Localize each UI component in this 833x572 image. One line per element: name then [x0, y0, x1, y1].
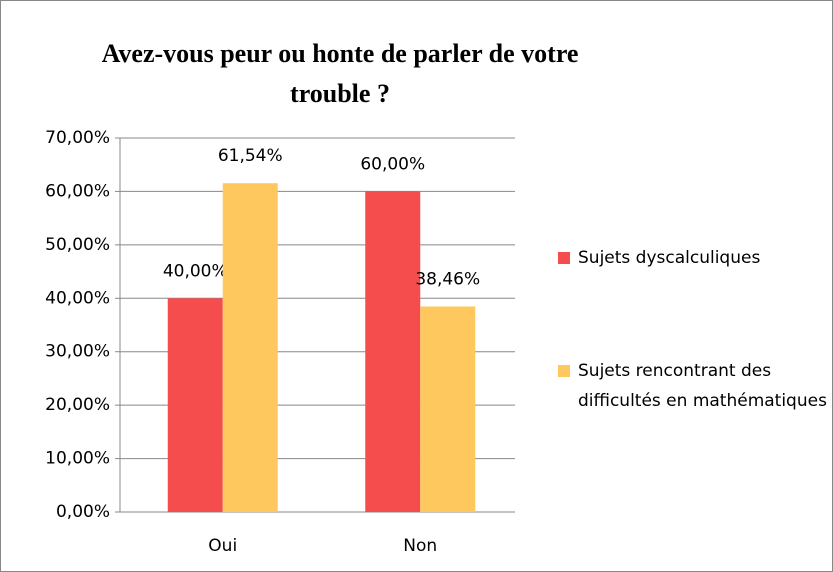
y-tick-label: 50,00%	[45, 235, 110, 255]
y-tick-label: 40,00%	[45, 288, 110, 308]
bar	[365, 191, 421, 512]
y-tick-label: 70,00%	[45, 128, 110, 148]
chart-title: Avez-vous peur ou honte de parler de vot…	[101, 39, 579, 108]
legend-swatch	[558, 252, 570, 264]
bar	[167, 298, 223, 512]
x-tick-label: Oui	[208, 536, 237, 556]
y-tick-label: 20,00%	[45, 395, 110, 415]
value-label: 40,00%	[163, 261, 228, 281]
y-tick-label: 60,00%	[45, 181, 110, 201]
value-label: 61,54%	[218, 146, 283, 166]
legend-swatch	[558, 365, 570, 377]
x-tick-label: Non	[403, 536, 437, 556]
bar	[222, 183, 278, 513]
value-label: 38,46%	[415, 270, 480, 290]
y-tick-label: 10,00%	[45, 449, 110, 469]
legend-label: Sujets rencontrant des difficultés en ma…	[578, 361, 827, 411]
bar	[420, 306, 476, 512]
y-tick-label: 30,00%	[45, 342, 110, 362]
value-label: 60,00%	[360, 154, 425, 174]
y-tick-label: 0,00%	[56, 502, 110, 522]
legend-label: Sujets dyscalculiques	[578, 248, 761, 268]
